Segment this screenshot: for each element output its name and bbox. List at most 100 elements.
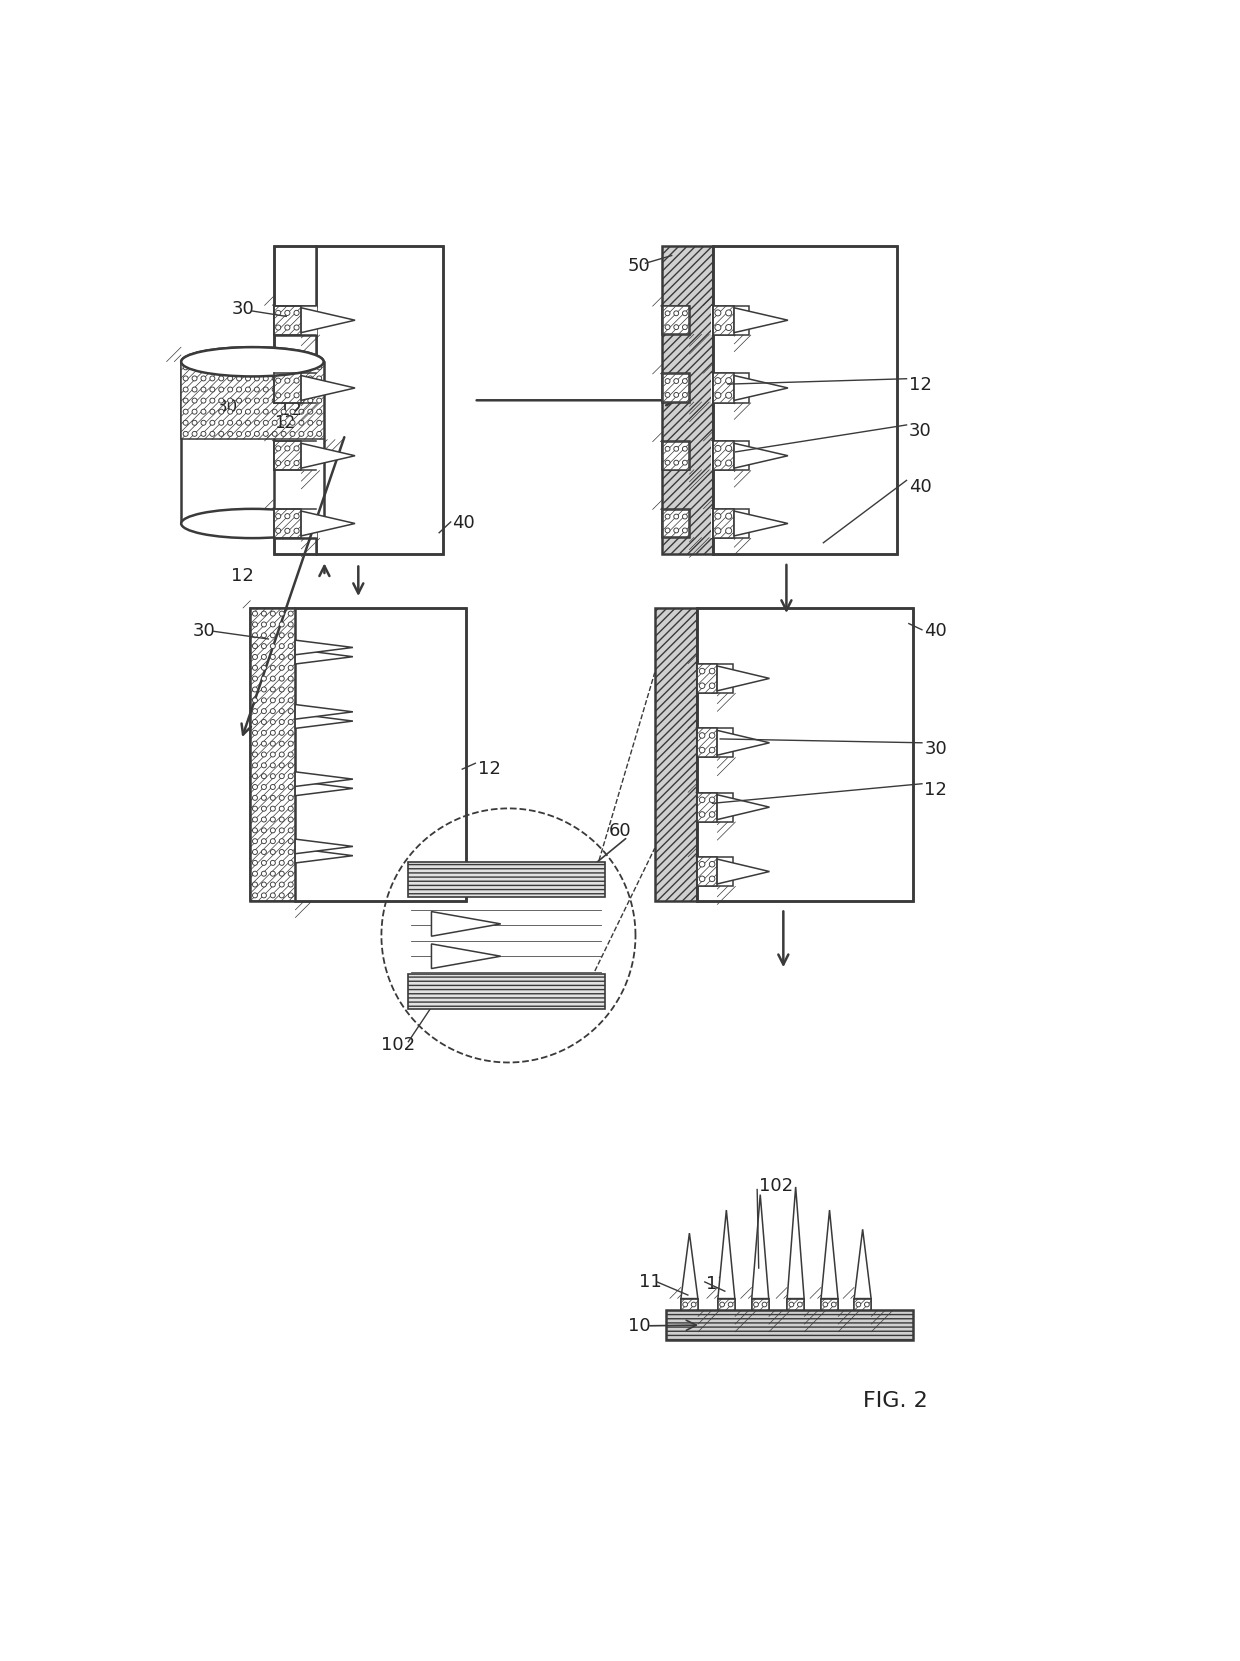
Circle shape xyxy=(228,375,233,380)
Ellipse shape xyxy=(181,508,324,538)
Circle shape xyxy=(275,326,280,331)
Circle shape xyxy=(262,827,267,832)
Text: 30: 30 xyxy=(909,422,931,440)
Circle shape xyxy=(254,387,259,392)
Polygon shape xyxy=(717,859,770,884)
Circle shape xyxy=(279,643,284,649)
Bar xyxy=(274,306,317,336)
Circle shape xyxy=(262,676,267,681)
Circle shape xyxy=(210,365,215,370)
Circle shape xyxy=(270,709,275,714)
Circle shape xyxy=(254,365,259,370)
Circle shape xyxy=(673,460,678,465)
Circle shape xyxy=(285,513,290,518)
Circle shape xyxy=(192,399,197,404)
Circle shape xyxy=(285,445,290,452)
Circle shape xyxy=(285,379,290,384)
Polygon shape xyxy=(734,307,787,332)
Circle shape xyxy=(192,387,197,392)
Circle shape xyxy=(294,513,299,518)
Circle shape xyxy=(253,894,258,899)
Circle shape xyxy=(288,774,293,779)
Circle shape xyxy=(299,399,304,404)
Circle shape xyxy=(279,784,284,789)
Circle shape xyxy=(288,784,293,789)
Circle shape xyxy=(201,365,206,370)
Circle shape xyxy=(262,806,267,811)
Circle shape xyxy=(823,1302,827,1307)
Text: 30: 30 xyxy=(217,399,238,415)
Bar xyxy=(711,442,751,470)
Bar xyxy=(713,246,898,555)
Circle shape xyxy=(279,676,284,681)
Text: 12: 12 xyxy=(231,566,254,585)
Circle shape xyxy=(789,1302,794,1307)
Text: 12: 12 xyxy=(279,400,303,419)
Circle shape xyxy=(262,719,267,724)
Circle shape xyxy=(201,399,206,404)
Bar xyxy=(666,1311,913,1340)
Circle shape xyxy=(316,375,321,380)
Circle shape xyxy=(201,432,206,437)
Circle shape xyxy=(709,862,715,867)
Circle shape xyxy=(281,409,286,414)
Circle shape xyxy=(285,326,290,331)
Polygon shape xyxy=(295,639,353,654)
Circle shape xyxy=(237,365,242,370)
Circle shape xyxy=(279,688,284,693)
Circle shape xyxy=(673,311,678,316)
Bar xyxy=(662,508,689,538)
Circle shape xyxy=(184,375,188,380)
Circle shape xyxy=(262,643,267,649)
Circle shape xyxy=(263,375,268,380)
Text: 40: 40 xyxy=(453,515,475,533)
Circle shape xyxy=(273,365,278,370)
Circle shape xyxy=(715,392,720,399)
Bar xyxy=(663,442,689,470)
Bar xyxy=(697,728,733,757)
Bar xyxy=(181,362,324,523)
Circle shape xyxy=(699,683,704,689)
Circle shape xyxy=(288,719,293,724)
Circle shape xyxy=(699,812,704,817)
Text: 40: 40 xyxy=(909,477,931,495)
Circle shape xyxy=(210,387,215,392)
Circle shape xyxy=(699,733,704,737)
Circle shape xyxy=(270,741,275,746)
Circle shape xyxy=(262,731,267,736)
Bar xyxy=(697,608,913,900)
Circle shape xyxy=(715,324,720,331)
Bar xyxy=(696,857,734,887)
Bar xyxy=(713,508,734,538)
Circle shape xyxy=(279,762,284,767)
Circle shape xyxy=(254,432,259,437)
Circle shape xyxy=(308,399,312,404)
Bar xyxy=(663,510,689,538)
Circle shape xyxy=(253,698,258,703)
Circle shape xyxy=(281,432,286,437)
Circle shape xyxy=(210,375,215,380)
Circle shape xyxy=(210,420,215,425)
Circle shape xyxy=(218,387,223,392)
Circle shape xyxy=(316,409,321,414)
Circle shape xyxy=(285,311,290,316)
Circle shape xyxy=(725,528,732,533)
Circle shape xyxy=(719,1302,724,1307)
Circle shape xyxy=(279,806,284,811)
Circle shape xyxy=(279,698,284,703)
Circle shape xyxy=(228,399,233,404)
Circle shape xyxy=(281,365,286,370)
Circle shape xyxy=(210,399,215,404)
Circle shape xyxy=(288,827,293,832)
Circle shape xyxy=(253,633,258,638)
Circle shape xyxy=(281,387,286,392)
Bar xyxy=(821,1299,838,1311)
Circle shape xyxy=(263,399,268,404)
Circle shape xyxy=(184,399,188,404)
Circle shape xyxy=(218,375,223,380)
Circle shape xyxy=(763,1302,766,1307)
Circle shape xyxy=(294,311,299,316)
Bar xyxy=(713,246,898,555)
Text: 102: 102 xyxy=(759,1176,792,1194)
Circle shape xyxy=(715,445,720,452)
